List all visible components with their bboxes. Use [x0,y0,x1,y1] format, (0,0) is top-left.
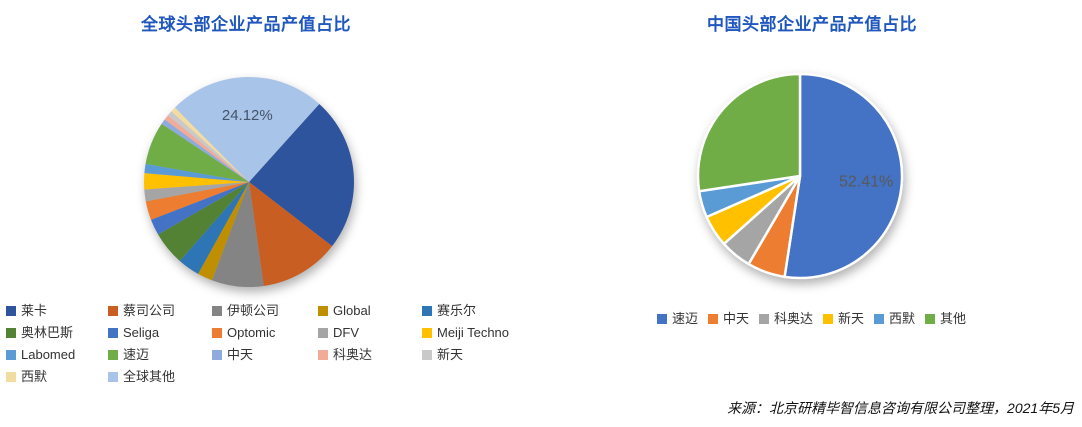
legend-swatch-icon [108,327,118,338]
legend-swatch-icon [212,327,222,338]
legend-item-赛乐尔: 赛乐尔 [422,302,531,319]
pie-slice-赛乐尔 [179,182,249,274]
pie-slice-Global [198,182,249,281]
global-pie-chart: 24.12% [143,76,355,287]
legend-swatch-icon [318,305,328,316]
legend-item-奥林巴斯: 奥林巴斯 [6,324,108,341]
legend-item-西默: 西默 [874,310,915,327]
legend-label: 西默 [21,369,48,384]
pie-slice-伊顿公司 [211,182,264,287]
legend-label: 蔡司公司 [123,303,176,318]
legend-item-速迈: 速迈 [108,346,212,363]
legend-swatch-icon [6,327,16,338]
legend-item-Seliga: Seliga [108,324,212,341]
china-chart-title: 中国头部企业产品产值占比 [707,15,917,34]
pie-slice-速迈 [145,123,249,182]
pie-slice-其他 [696,72,802,193]
pie-slice-新天 [167,111,249,182]
legend-item-中天: 中天 [707,310,749,327]
legend-item-西默: 西默 [6,368,108,385]
legend-item-Labomed: Labomed [6,346,108,363]
legend-swatch-icon [212,349,222,360]
legend-swatch-icon [874,313,885,324]
pie-slice-中天 [161,119,249,182]
pie-slice-科奥达 [164,115,249,182]
pie-slice-速迈 [783,72,904,280]
legend-item-Global: Global [318,302,422,319]
legend-swatch-icon [758,313,769,324]
legend-item-中天: 中天 [212,346,318,363]
legend-swatch-icon [212,305,222,316]
legend-label: Labomed [21,347,76,362]
legend-label: 速迈 [671,311,698,326]
pie-slice-Meiji Techno [143,173,249,190]
global-chart-title: 全球头部企业产品产值占比 [141,15,351,34]
legend-swatch-icon [318,327,328,338]
legend-label: 科奥达 [333,347,373,362]
legend-item-全球其他: 全球其他 [108,368,212,385]
legend-label: 伊顿公司 [227,303,280,318]
pie-slice-Seliga [151,182,249,235]
legend-item-Meiji Techno: Meiji Techno [422,324,531,341]
pie-slice-西默 [171,107,249,182]
legend-item-蔡司公司: 蔡司公司 [108,302,212,319]
legend-label: DFV [333,325,359,340]
china-legend: 速迈 中天 科奥达 新天 西默 其他 [541,310,1082,327]
legend-swatch-icon [108,305,118,316]
legend-label: 科奥达 [773,311,813,326]
china-pie-chart: 52.41% [696,72,904,280]
legend-item-科奥达: 科奥达 [758,310,813,327]
legend-swatch-icon [422,305,432,316]
legend-item-DFV: DFV [318,324,422,341]
legend-label: 中天 [227,347,254,362]
pie-slice-Optomic [145,182,249,220]
data-label-全球其他: 24.12% [222,107,273,124]
legend-label: 其他 [940,311,967,326]
legend-item-Optomic: Optomic [212,324,318,341]
pie-slice-奥林巴斯 [158,182,249,261]
legend-label: 中天 [722,311,749,326]
legend-swatch-icon [656,313,667,324]
global-legend: 莱卡 蔡司公司 伊顿公司 Global 赛乐尔奥林巴斯 Seliga Optomic DFV M… [6,302,531,385]
legend-label: Seliga [123,325,160,340]
legend-label: 新天 [838,311,865,326]
legend-swatch-icon [422,327,432,338]
legend-item-新天: 新天 [823,310,864,327]
legend-label: 莱卡 [21,303,48,318]
source-note: 来源：北京研精毕智信息咨询有限公司整理，2021年5月 [727,400,1074,416]
legend-item-科奥达: 科奥达 [318,346,422,363]
data-label-速迈: 52.41% [839,174,893,191]
legend-swatch-icon [823,313,833,324]
legend-swatch-icon [6,371,16,382]
legend-swatch-icon [6,349,16,360]
legend-swatch-icon [422,349,432,360]
legend-item-新天: 新天 [422,346,531,363]
legend-label: Global [333,303,371,318]
legend-label: Optomic [227,325,276,340]
pie-slice-蔡司公司 [249,182,333,286]
pie-slice-Labomed [144,163,249,182]
legend-label: 西默 [889,311,916,326]
legend-swatch-icon [108,349,118,360]
pie-slice-全球其他 [174,76,320,182]
legend-swatch-icon [108,371,118,382]
legend-label: Meiji Techno [437,325,510,340]
legend-item-速迈: 速迈 [656,310,698,327]
legend-item-莱卡: 莱卡 [6,302,108,319]
pie-slice-莱卡 [249,103,355,247]
legend-item-其他: 其他 [925,310,966,327]
pie-slice-DFV [144,182,249,202]
legend-item-伊顿公司: 伊顿公司 [212,302,318,319]
legend-label: 赛乐尔 [437,303,477,318]
legend-swatch-icon [925,313,936,324]
legend-swatch-icon [707,313,718,324]
legend-swatch-icon [318,349,328,360]
legend-label: 速迈 [123,347,150,362]
legend-swatch-icon [6,305,16,316]
legend-label: 新天 [437,347,464,362]
legend-label: 全球其他 [123,369,176,384]
legend-label: 奥林巴斯 [21,325,74,340]
